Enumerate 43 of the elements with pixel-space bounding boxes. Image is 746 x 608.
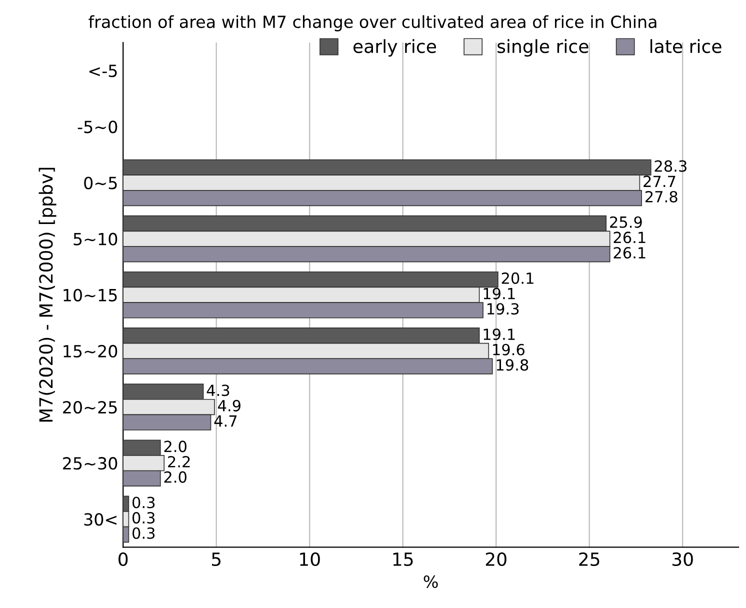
data-label: 2.0 [164, 471, 186, 483]
data-label: 19.1 [484, 288, 515, 300]
data-label: 28.3 [654, 160, 686, 172]
x-tick-label: 0 [118, 552, 128, 566]
y-axis-title: M7(2020) - M7(2000) [ppbv] [38, 168, 56, 422]
y-tick-label: -5~0 [78, 120, 118, 134]
data-label: 2.0 [164, 440, 186, 452]
x-tick-label: 15 [393, 552, 413, 566]
chart-title: fraction of area with M7 change over cultivated area of rice in China [88, 15, 656, 32]
data-label: 19.3 [488, 303, 519, 315]
y-tick-label: 20~25 [63, 400, 117, 414]
data-label: 25.9 [610, 216, 642, 228]
y-tick-label: <-5 [89, 64, 117, 78]
legend-label: single rice [498, 39, 588, 57]
x-tick-label: 30 [672, 552, 693, 566]
data-label: 4.7 [214, 415, 237, 427]
x-tick-label: 10 [300, 552, 320, 566]
y-tick-label: 0~5 [84, 176, 117, 190]
y-tick-label: 10~15 [64, 288, 117, 302]
data-label: 4.9 [218, 400, 240, 412]
data-label: 20.1 [502, 272, 534, 284]
data-label: 19.6 [493, 344, 524, 356]
y-tick-label: 5~10 [74, 232, 118, 246]
data-label: 26.1 [614, 232, 646, 244]
data-label: 2.2 [168, 456, 190, 468]
y-tick-label: 25~30 [63, 457, 118, 470]
data-label: 26.1 [614, 247, 646, 259]
data-label: 0.3 [132, 496, 155, 508]
x-tick-label: 25 [579, 552, 600, 566]
x-axis-title: % [424, 575, 438, 588]
data-label: 4.3 [206, 384, 230, 396]
data-label: 0.3 [132, 527, 155, 539]
y-tick-label: 30< [84, 513, 116, 526]
x-tick-label: 20 [486, 552, 506, 566]
x-tick-label: 5 [212, 552, 221, 566]
data-label: 27.8 [645, 190, 678, 202]
legend-label: late rice [650, 39, 722, 54]
y-tick-label: 15~20 [64, 344, 118, 358]
data-label: 19.1 [484, 328, 515, 340]
data-label: 0.3 [132, 512, 155, 524]
data-label: 27.7 [644, 176, 676, 187]
legend-label: early rice [353, 39, 436, 57]
data-label: 19.8 [496, 359, 528, 371]
